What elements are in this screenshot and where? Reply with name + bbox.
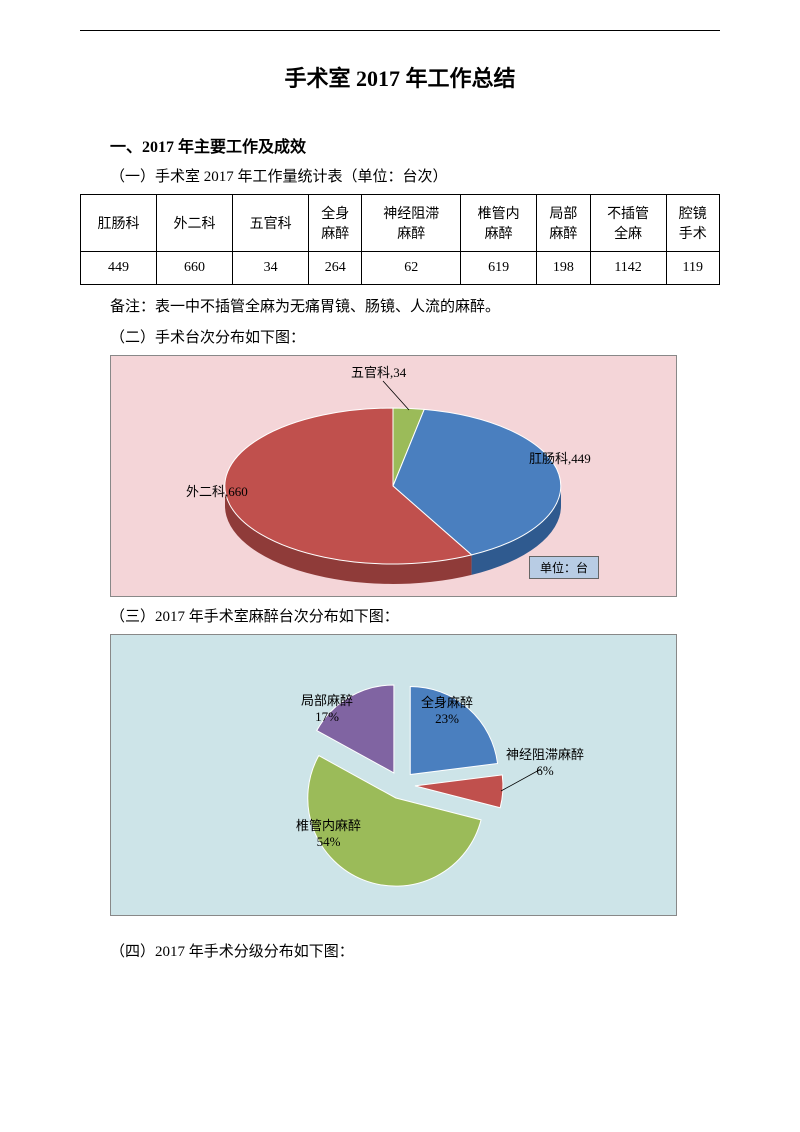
chart1-label-wugu: 五官科,34 bbox=[351, 362, 406, 381]
chart1-label-waier: 外二科,660 bbox=[186, 481, 248, 500]
anesthesia-distribution-chart: 全身麻醉23% 神经阻滞麻醉6% 椎管内麻醉54% 局部麻醉17% bbox=[110, 634, 677, 916]
subsection-2: （二）手术台次分布如下图： bbox=[110, 326, 720, 347]
cell: 619 bbox=[461, 252, 537, 285]
cell: 449 bbox=[81, 252, 157, 285]
col-header: 外二科 bbox=[157, 195, 233, 252]
col-header: 五官科 bbox=[233, 195, 309, 252]
surgery-distribution-chart: 五官科,34 肛肠科,449 外二科,660 单位：台 bbox=[110, 355, 677, 597]
subsection-4: （四）2017 年手术分级分布如下图： bbox=[110, 940, 720, 961]
table-note: 备注：表一中不插管全麻为无痛胃镜、肠镜、人流的麻醉。 bbox=[110, 295, 720, 316]
cell: 34 bbox=[233, 252, 309, 285]
pie-chart-2-svg bbox=[111, 635, 676, 915]
workload-table: 肛肠科 外二科 五官科 全身 麻醉 神经阻滞 麻醉 椎管内 麻醉 局部 麻醉 不… bbox=[80, 194, 720, 285]
col-header: 腔镜 手术 bbox=[666, 195, 719, 252]
subsection-3: （三）2017 年手术室麻醉台次分布如下图： bbox=[110, 605, 720, 626]
cell: 264 bbox=[309, 252, 362, 285]
cell: 1142 bbox=[590, 252, 666, 285]
col-header: 神经阻滞 麻醉 bbox=[362, 195, 461, 252]
page-title: 手术室 2017 年工作总结 bbox=[80, 61, 720, 93]
cell: 119 bbox=[666, 252, 719, 285]
cell: 62 bbox=[362, 252, 461, 285]
chart2-label-quanshen: 全身麻醉23% bbox=[421, 695, 473, 726]
chart2-label-zhuiguan: 椎管内麻醉54% bbox=[296, 818, 361, 849]
chart2-label-jubu: 局部麻醉17% bbox=[301, 693, 353, 724]
cell: 198 bbox=[537, 252, 590, 285]
chart1-legend: 单位：台 bbox=[529, 556, 599, 579]
col-header: 肛肠科 bbox=[81, 195, 157, 252]
cell: 660 bbox=[157, 252, 233, 285]
subsection-1: （一）手术室 2017 年工作量统计表（单位：台次） bbox=[110, 165, 720, 186]
col-header: 椎管内 麻醉 bbox=[461, 195, 537, 252]
chart1-label-gangchang: 肛肠科,449 bbox=[529, 448, 591, 467]
section-1-heading: 一、2017 年主要工作及成效 bbox=[110, 133, 720, 157]
table-row: 449 660 34 264 62 619 198 1142 119 bbox=[81, 252, 720, 285]
table-header-row: 肛肠科 外二科 五官科 全身 麻醉 神经阻滞 麻醉 椎管内 麻醉 局部 麻醉 不… bbox=[81, 195, 720, 252]
top-rule bbox=[80, 30, 720, 31]
col-header: 全身 麻醉 bbox=[309, 195, 362, 252]
col-header: 不插管 全麻 bbox=[590, 195, 666, 252]
col-header: 局部 麻醉 bbox=[537, 195, 590, 252]
chart2-label-shenjing: 神经阻滞麻醉6% bbox=[506, 747, 584, 778]
